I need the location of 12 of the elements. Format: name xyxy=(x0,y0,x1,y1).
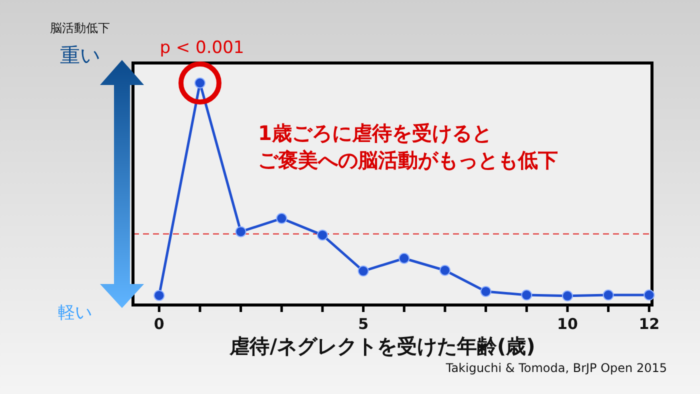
x-tick-label: 12 xyxy=(638,315,660,333)
x-axis-title: 虐待/ネグレクトを受けた年齢(歳) xyxy=(228,334,536,358)
x-tick-label: 0 xyxy=(154,315,164,333)
x-tick-label: 10 xyxy=(557,315,578,333)
annotation: 1歳ごろに虐待を受けると xyxy=(258,121,492,145)
text: Takiguchi & Tomoda, BrJP Open 2015 xyxy=(444,361,667,375)
x-tick-label: 5 xyxy=(358,315,369,333)
annotation: p < 0.001 xyxy=(160,38,244,58)
y-axis-title: 脳活動低下 xyxy=(50,21,110,35)
text: 軽い xyxy=(58,303,92,323)
annotation: ご褒美への脳活動がもっとも低下 xyxy=(258,148,558,172)
text: 重い xyxy=(60,43,100,67)
